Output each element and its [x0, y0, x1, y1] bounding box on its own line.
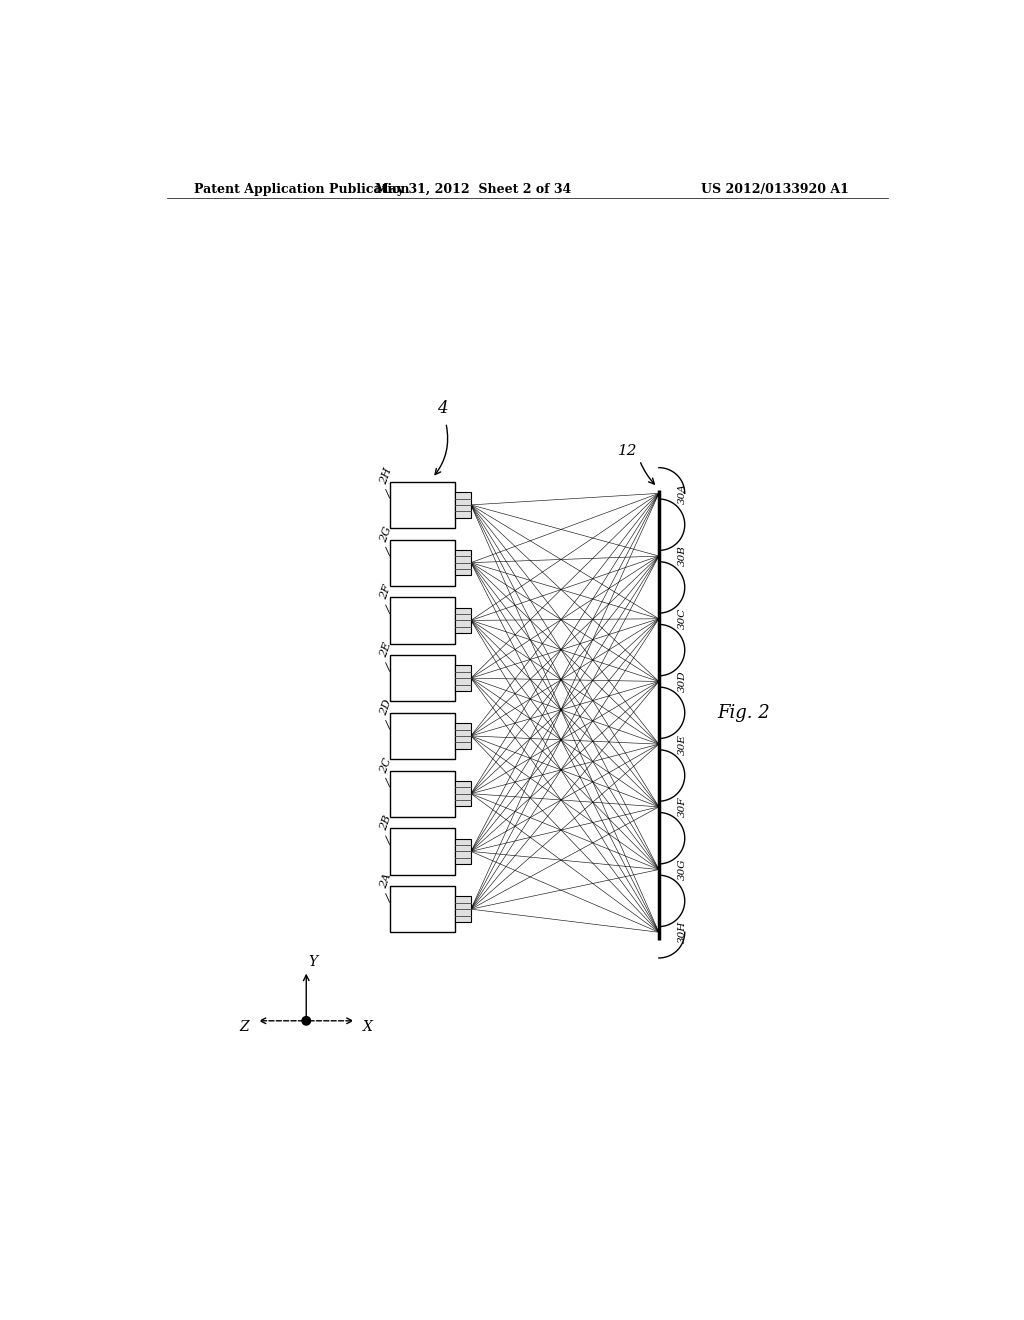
Text: Y: Y: [308, 954, 317, 969]
Text: 2B: 2B: [379, 814, 393, 832]
Bar: [456, 607, 471, 634]
Bar: [389, 540, 456, 586]
Bar: [456, 838, 471, 865]
Text: US 2012/0133920 A1: US 2012/0133920 A1: [700, 183, 849, 197]
Text: 2G: 2G: [378, 525, 393, 544]
Text: 30D: 30D: [678, 671, 687, 692]
Text: 30A: 30A: [678, 483, 687, 504]
Bar: [456, 550, 471, 576]
Text: 2F: 2F: [379, 583, 393, 601]
Text: 30G: 30G: [678, 859, 687, 880]
Bar: [389, 886, 456, 932]
Circle shape: [302, 1016, 310, 1026]
Text: 30C: 30C: [678, 609, 687, 630]
Text: 2H: 2H: [378, 466, 393, 486]
Bar: [456, 781, 471, 807]
Text: 2A: 2A: [379, 873, 393, 890]
Text: 2D: 2D: [378, 698, 393, 717]
Text: 12: 12: [618, 444, 638, 458]
Bar: [389, 655, 456, 701]
Bar: [389, 829, 456, 875]
Text: Patent Application Publication: Patent Application Publication: [194, 183, 410, 197]
Text: Fig. 2: Fig. 2: [717, 704, 770, 722]
Bar: [456, 665, 471, 690]
Bar: [456, 492, 471, 517]
Text: May 31, 2012  Sheet 2 of 34: May 31, 2012 Sheet 2 of 34: [375, 183, 571, 197]
Bar: [389, 771, 456, 817]
Text: 4: 4: [436, 400, 447, 417]
Text: 30H: 30H: [678, 921, 687, 944]
Bar: [456, 723, 471, 748]
Text: 2E: 2E: [379, 642, 393, 659]
Text: 30E: 30E: [678, 734, 687, 755]
Text: X: X: [364, 1020, 373, 1034]
Bar: [389, 713, 456, 759]
Text: 30B: 30B: [678, 545, 687, 566]
Bar: [389, 482, 456, 528]
Bar: [389, 598, 456, 644]
Bar: [456, 896, 471, 921]
Text: 30F: 30F: [678, 796, 687, 817]
Text: 2C: 2C: [378, 756, 393, 775]
Text: Z: Z: [240, 1020, 249, 1034]
